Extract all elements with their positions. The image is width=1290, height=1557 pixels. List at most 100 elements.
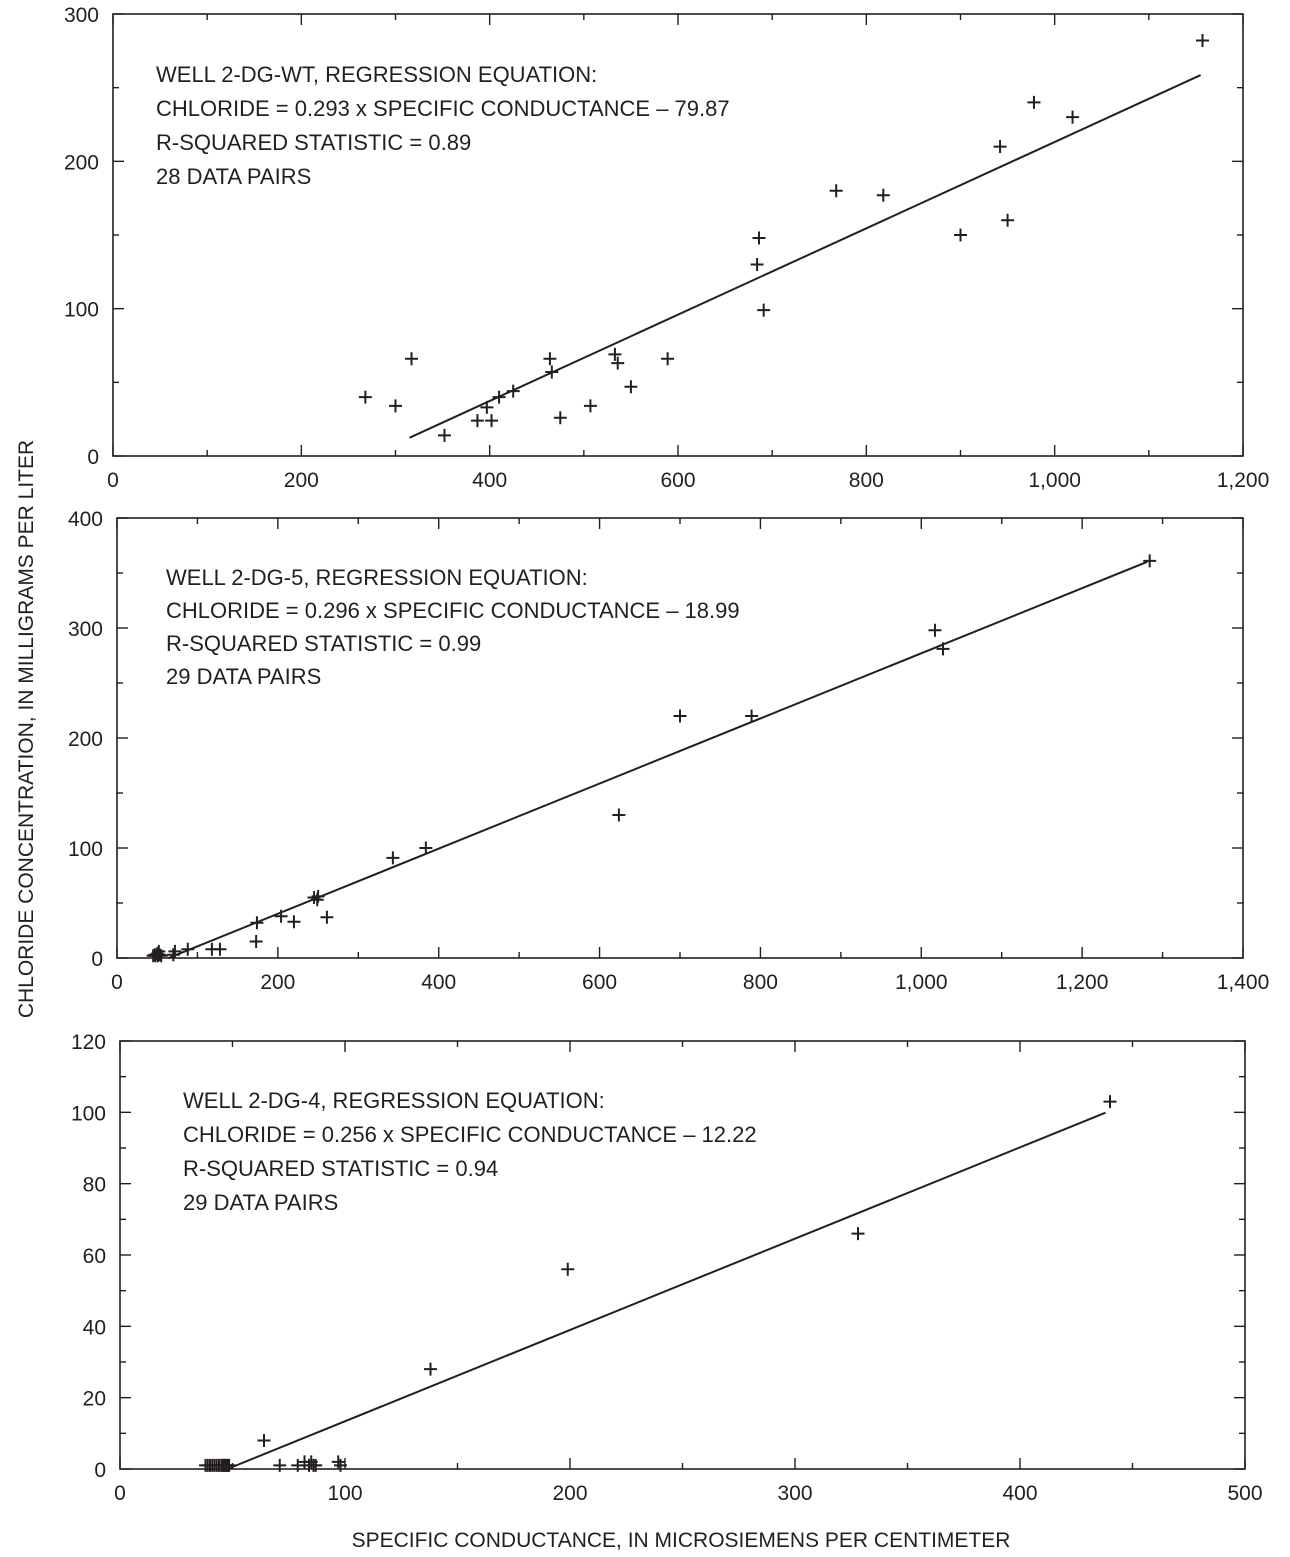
data-point [389,399,402,413]
data-point [583,399,597,413]
annotation-line: R-SQUARED STATISTIC = 0.99 [166,631,481,656]
data-point [750,257,764,271]
data-point [757,303,771,317]
data-point [851,1227,865,1241]
x-tick-label: 200 [284,469,319,492]
annotation-line: WELL 2-DG-5, REGRESSION EQUATION: [166,565,588,590]
data-point [358,390,372,404]
y-tick-label: 200 [64,151,99,174]
data-point [291,1458,305,1472]
data-point [936,642,950,656]
x-tick-label: 1,000 [895,971,948,994]
y-tick-label: 120 [71,1031,106,1054]
data-point [752,231,766,245]
data-point [153,948,167,962]
x-tick-label: 800 [849,469,884,492]
data-point [1001,213,1015,227]
y-tick-label: 0 [87,446,99,469]
annotation-line: R-SQUARED STATISTIC = 0.89 [156,130,471,155]
data-point [485,414,499,428]
annotation-line: 29 DATA PAIRS [166,664,321,689]
x-tick-label: 800 [743,971,778,994]
data-point [424,1362,437,1376]
data-point [309,1458,323,1472]
data-point [222,1458,236,1472]
y-tick-label: 20 [83,1388,106,1411]
data-point [166,948,180,962]
data-point [154,949,168,963]
x-tick-label: 600 [660,469,695,492]
x-tick-label: 0 [114,1482,126,1505]
y-tick-label: 400 [68,508,103,531]
data-point [612,808,626,822]
y-tick-label: 100 [71,1102,106,1125]
regression-line [409,74,1202,439]
x-tick-label: 1,200 [1217,469,1270,492]
annotation-line: 29 DATA PAIRS [183,1190,338,1215]
y-tick-label: 60 [83,1245,106,1268]
x-tick-label: 200 [260,971,295,994]
data-point [386,851,400,865]
data-point [506,384,520,398]
data-point [257,1433,271,1447]
panel-2: 0 200 400 600 800 1,000 1,200 1,400 0 100 200 300 40… [68,508,1269,994]
data-point [249,935,263,948]
data-point [928,623,942,637]
panel-1: 0 200 400 600 800 1,000 1,200 0 100 200 300 WELL 2-… [64,4,1269,492]
x-tick-label: 400 [1002,1482,1037,1505]
y-tick-label: 100 [64,299,99,322]
x-tick-label: 400 [421,971,456,994]
data-point [1027,95,1041,109]
data-point [745,709,759,723]
data-point [543,352,557,366]
data-point [1103,1095,1117,1109]
y-tick-label: 300 [68,618,103,641]
annotation-line: WELL 2-DG-WT, REGRESSION EQUATION: [156,62,597,87]
x-tick-label: 1,400 [1217,971,1270,994]
y-tick-label: 40 [83,1316,106,1339]
data-point [334,1458,347,1472]
data-point [876,188,890,202]
x-tick-label: 1,200 [1056,971,1109,994]
y-tick-label: 300 [64,4,99,27]
data-point [274,909,288,923]
data-point [213,942,227,956]
x-tick-label: 300 [777,1482,812,1505]
data-point [311,889,325,903]
x-tick-label: 0 [111,971,123,994]
x-tick-label: 0 [107,469,119,492]
data-point [954,228,967,242]
x-tick-label: 200 [552,1482,587,1505]
data-point [320,910,334,924]
y-tick-label: 100 [68,838,103,861]
annotation-line: R-SQUARED STATISTIC = 0.94 [183,1156,498,1181]
panel-3: 0 100 200 300 400 500 0 20 40 60 80 100 120 WELL 2-DG… [71,1031,1263,1505]
x-tick-label: 400 [472,469,507,492]
data-point [273,1458,287,1472]
y-tick-label: 80 [83,1174,106,1197]
data-point [405,352,419,366]
annotation-line: CHLORIDE = 0.293 x SPECIFIC CONDUCTANCE … [156,96,730,121]
data-point [470,414,484,428]
y-tick-label: 0 [94,1459,106,1482]
data-point [624,380,638,394]
data-point [561,1262,575,1276]
annotation-line: WELL 2-DG-4, REGRESSION EQUATION: [183,1088,605,1113]
x-tick-label: 600 [582,971,617,994]
data-point [545,365,559,379]
data-point [611,356,625,370]
data-point [181,942,195,956]
annotation-line: 28 DATA PAIRS [156,164,311,189]
data-point [608,347,622,361]
y-axis-title: CHLORIDE CONCENTRATION, IN MILLIGRAMS PE… [15,440,38,1018]
data-point [287,915,301,929]
data-point [673,709,687,723]
x-tick-label: 1,000 [1028,469,1081,492]
regression-line [227,1111,1106,1470]
data-point [829,184,843,198]
data-point [1066,110,1080,124]
y-tick-label: 0 [91,948,103,971]
x-axis-title: SPECIFIC CONDUCTANCE, IN MICROSIEMENS PE… [352,1529,1011,1552]
annotation-line: CHLORIDE = 0.296 x SPECIFIC CONDUCTANCE … [166,598,740,623]
